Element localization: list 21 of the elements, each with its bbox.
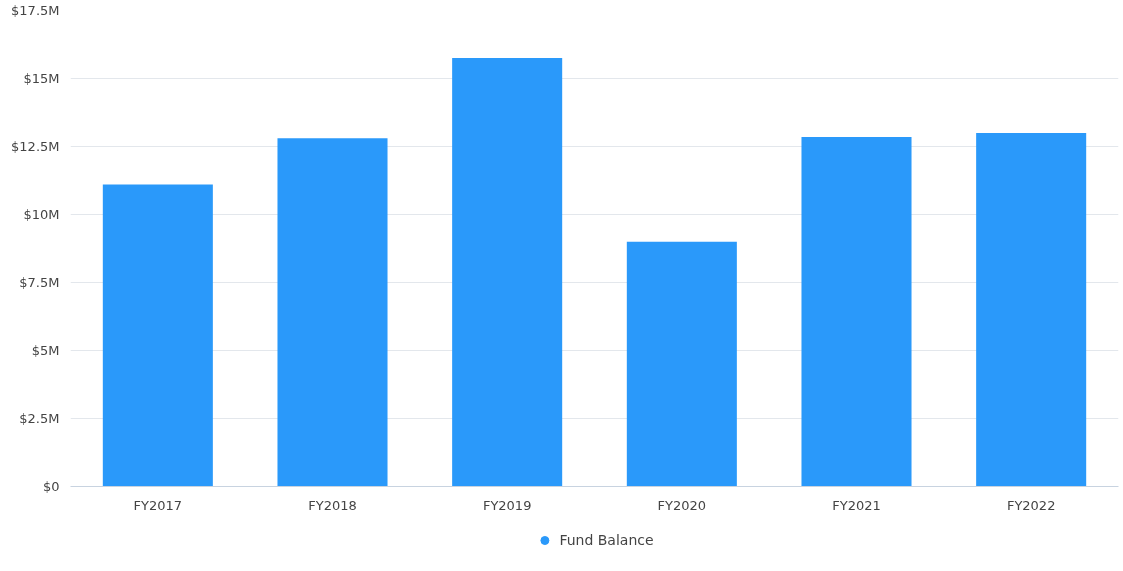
legend-label: Fund Balance (559, 532, 654, 548)
y-tick-label: $17.5M (11, 3, 60, 18)
bar (626, 241, 737, 487)
x-tick-label: FY2017 (133, 497, 183, 513)
x-tick-label: FY2018 (308, 497, 357, 513)
bar (102, 184, 213, 487)
x-tick-label: FY2022 (1006, 497, 1056, 513)
y-tick-label: $15M (23, 71, 60, 86)
x-tick-label: FY2021 (832, 497, 881, 513)
x-tick-label: FY2019 (482, 497, 532, 513)
y-tick-label: $10M (23, 207, 60, 222)
bar (452, 58, 563, 487)
y-tick-label: $7.5M (19, 275, 60, 290)
bar (277, 138, 388, 487)
x-tick-label: FY2020 (657, 497, 707, 513)
bar (976, 132, 1087, 487)
y-tick-label: $12.5M (11, 139, 60, 154)
y-tick-label: $0 (42, 479, 60, 494)
y-tick-label: $5M (31, 343, 60, 358)
y-tick-label: $2.5M (19, 411, 60, 426)
bar (801, 136, 912, 487)
